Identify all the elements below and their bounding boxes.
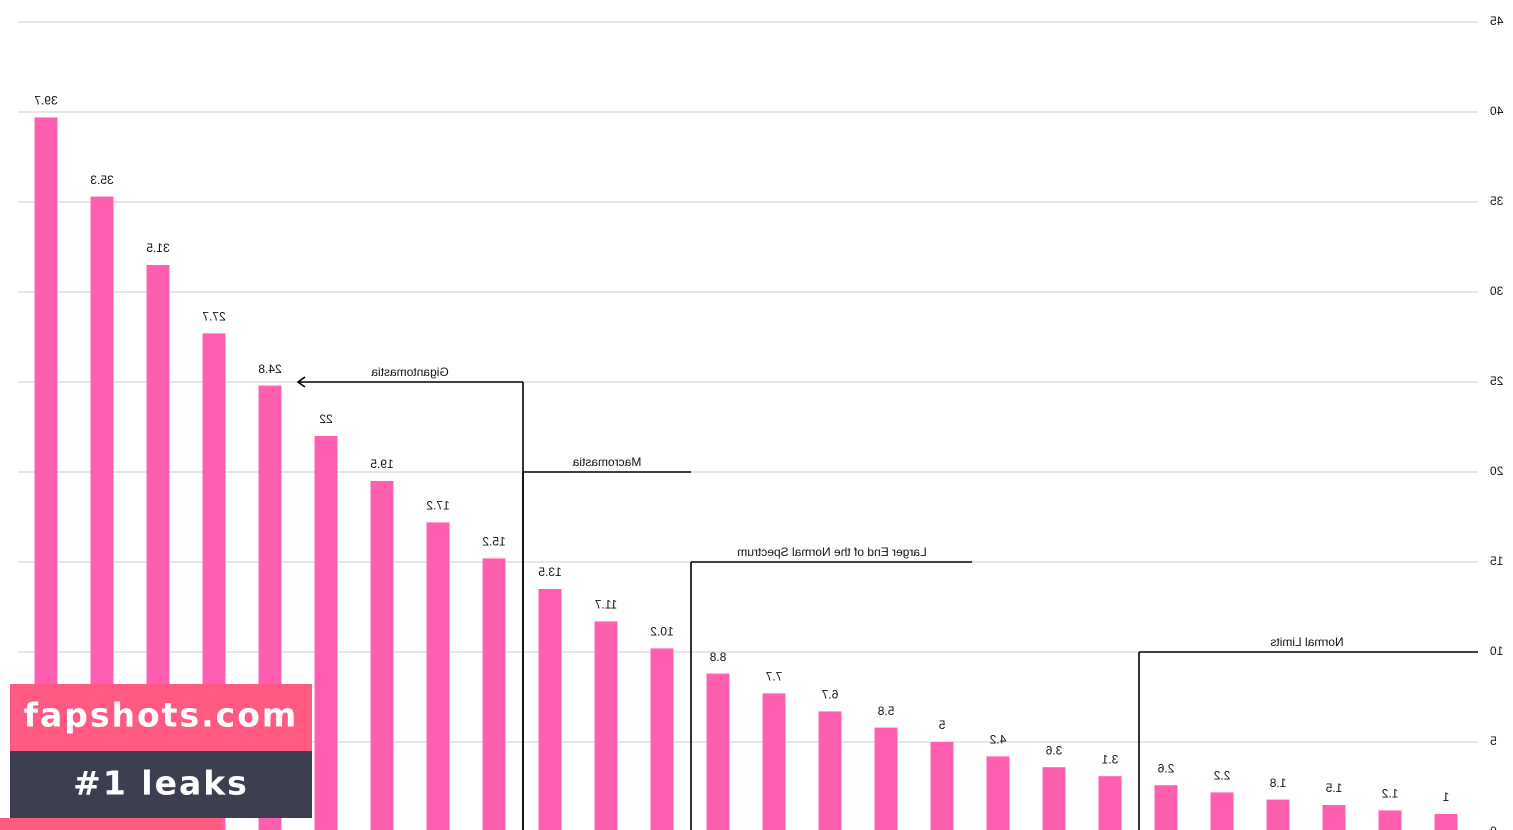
y-tick-label: 20 [1490, 464, 1504, 478]
bar [314, 436, 338, 830]
bar [482, 558, 506, 830]
bar [650, 648, 674, 830]
value-label: 1.2 [1381, 787, 1398, 801]
annotation-label: Gigantomastia [371, 365, 449, 379]
value-label: 24.8 [258, 362, 282, 376]
value-label: 15.2 [482, 535, 506, 549]
value-label: 13.5 [538, 565, 562, 579]
value-label: 1.5 [1325, 781, 1342, 795]
bar [1266, 799, 1290, 830]
y-tick-label: 30 [1490, 284, 1504, 298]
bar [706, 673, 730, 830]
annotation-bracket [690, 561, 972, 830]
value-label: 7.7 [765, 670, 782, 684]
bar [1210, 792, 1234, 830]
bar [1322, 805, 1346, 830]
bar [370, 481, 394, 830]
bar [874, 727, 898, 830]
annotation-label: Normal Limits [1270, 635, 1343, 649]
value-label: 10.2 [650, 625, 674, 639]
y-tick-label: 40 [1490, 104, 1504, 118]
value-label: 35.3 [90, 173, 114, 187]
value-label: 11.7 [594, 598, 617, 612]
bar [930, 742, 954, 830]
bar [1434, 814, 1458, 830]
watermark: fapshots.com #1 leaks [0, 684, 312, 830]
annotation-arrow [296, 376, 306, 388]
value-label: 1 [1442, 790, 1449, 804]
annotation-label: Macromastia [572, 455, 641, 469]
value-label: 4.2 [989, 733, 1006, 747]
watermark-box [10, 684, 312, 751]
y-tick-label: 15 [1490, 554, 1504, 568]
annotation-bracket [1138, 651, 1478, 830]
value-label: 27.7 [202, 310, 226, 324]
bar [986, 756, 1010, 830]
value-label: 31.5 [146, 241, 170, 255]
bar [426, 522, 450, 830]
watermark-site: fapshots.com [24, 696, 299, 735]
y-tick-label: 5 [1490, 734, 1497, 748]
value-label: 22 [319, 412, 333, 426]
value-label: 3.6 [1045, 743, 1062, 757]
value-label: 5 [938, 718, 945, 732]
bar [538, 589, 562, 830]
value-label: 3.1 [1101, 752, 1118, 766]
bar [1154, 785, 1178, 830]
value-label: 2.2 [1213, 769, 1230, 783]
bar [594, 621, 618, 830]
y-tick-label: 25 [1490, 374, 1504, 388]
bar [1378, 810, 1402, 830]
value-label: 17.2 [426, 499, 450, 513]
value-label: 19.5 [370, 457, 394, 471]
watermark-box [10, 751, 312, 818]
value-label: 8.8 [709, 650, 726, 664]
annotation-bracket [522, 471, 691, 830]
bar [1098, 776, 1122, 830]
bar [1042, 767, 1066, 830]
y-tick-label: 45 [1490, 14, 1504, 28]
value-label: 6.7 [821, 688, 838, 702]
y-tick-label: 10 [1490, 644, 1504, 658]
bar [818, 711, 842, 830]
y-tick-label: 35 [1490, 194, 1504, 208]
bar [34, 117, 58, 830]
value-label: 39.7 [34, 94, 58, 108]
y-tick-label: 0 [1490, 824, 1497, 830]
bar [762, 693, 786, 830]
watermark-strip [0, 818, 222, 830]
watermark-tagline: #1 leaks [73, 764, 249, 803]
value-label: 5.8 [877, 704, 894, 718]
annotation-label: Larger End of the Normal Spectrum [737, 545, 926, 559]
value-label: 2.6 [1157, 761, 1174, 775]
value-label: 1.8 [1269, 776, 1286, 790]
bar [90, 196, 114, 830]
